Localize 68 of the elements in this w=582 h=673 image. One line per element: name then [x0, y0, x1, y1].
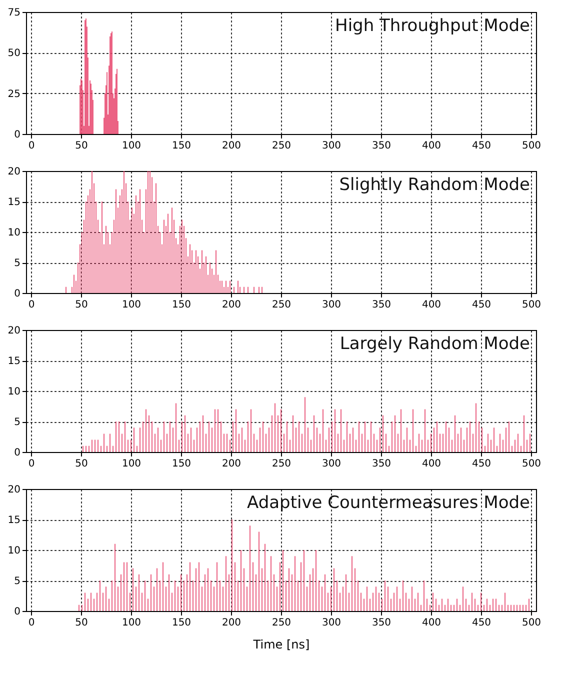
- x-tick-label: 450: [472, 300, 492, 310]
- x-tick-label: 50: [75, 140, 88, 152]
- x-tick-label: 100: [122, 618, 142, 628]
- x-tick-label: 450: [472, 140, 492, 152]
- x-tick-label: 350: [372, 300, 392, 310]
- y-tick-label: 10: [8, 546, 20, 556]
- x-axis-title: Time [ns]: [252, 638, 310, 652]
- x-tick-label: 400: [422, 618, 442, 628]
- x-tick-label: 400: [422, 140, 442, 152]
- x-tick-label: 100: [122, 300, 142, 310]
- x-tick-label: 300: [322, 300, 342, 310]
- x-tick-label: 200: [222, 618, 242, 628]
- x-tick-label: 50: [75, 618, 88, 628]
- y-tick-label: 15: [8, 356, 20, 367]
- x-tick-label: 100: [122, 140, 142, 152]
- chart-title: Adaptive Countermeasures Mode: [247, 493, 530, 513]
- x-tick-label: 200: [222, 300, 242, 310]
- y-tick-label: 20: [8, 484, 20, 496]
- y-tick-label: 20: [8, 166, 20, 178]
- x-tick-label: 50: [75, 300, 88, 310]
- x-tick-label: 500: [522, 618, 542, 628]
- x-tick-label: 500: [522, 458, 542, 470]
- x-tick-label: 300: [322, 140, 342, 152]
- x-tick-label: 450: [472, 618, 492, 628]
- y-tick-label: 5: [14, 576, 20, 587]
- chart-title: Slightly Random Mode: [339, 175, 530, 195]
- x-tick-label: 150: [172, 140, 192, 152]
- x-tick-label: 150: [172, 300, 192, 310]
- y-tick-label: 0: [14, 288, 20, 300]
- x-tick-label: 0: [28, 300, 35, 310]
- x-tick-label: 250: [272, 458, 292, 470]
- y-tick-label: 15: [8, 515, 20, 526]
- x-tick-label: 300: [322, 458, 342, 470]
- chart-title: Largely Random Mode: [340, 334, 530, 354]
- y-tick-label: 50: [8, 48, 20, 60]
- chart-title: High Throughput Mode: [335, 16, 530, 36]
- x-tick-label: 200: [222, 458, 242, 470]
- x-tick-label: 0: [28, 618, 35, 628]
- y-tick-label: 10: [8, 228, 20, 238]
- y-tick-label: 0: [14, 130, 20, 140]
- y-tick-label: 15: [8, 197, 20, 208]
- x-tick-label: 150: [172, 458, 192, 470]
- x-tick-label: 50: [75, 458, 88, 470]
- x-tick-label: 250: [272, 140, 292, 152]
- y-tick-label: 5: [14, 258, 20, 269]
- x-tick-label: 0: [28, 140, 35, 152]
- y-tick-label: 75: [8, 8, 20, 18]
- y-tick-label: 0: [14, 448, 20, 458]
- x-tick-label: 450: [472, 458, 492, 470]
- x-tick-label: 150: [172, 618, 192, 628]
- y-tick-label: 5: [14, 417, 20, 428]
- x-tick-label: 400: [422, 300, 442, 310]
- y-tick-label: 0: [14, 606, 20, 618]
- x-tick-label: 500: [522, 140, 542, 152]
- y-tick-label: 20: [8, 326, 20, 336]
- x-tick-label: 300: [322, 618, 342, 628]
- x-tick-label: 250: [272, 300, 292, 310]
- x-tick-label: 350: [372, 618, 392, 628]
- x-tick-label: 250: [272, 618, 292, 628]
- y-tick-label: 10: [8, 386, 20, 398]
- y-tick-label: 25: [8, 88, 20, 100]
- x-tick-label: 100: [122, 458, 142, 470]
- x-tick-label: 500: [522, 300, 542, 310]
- x-tick-label: 350: [372, 458, 392, 470]
- x-tick-label: 350: [372, 140, 392, 152]
- x-tick-label: 400: [422, 458, 442, 470]
- x-tick-label: 200: [222, 140, 242, 152]
- x-tick-label: 0: [28, 458, 35, 470]
